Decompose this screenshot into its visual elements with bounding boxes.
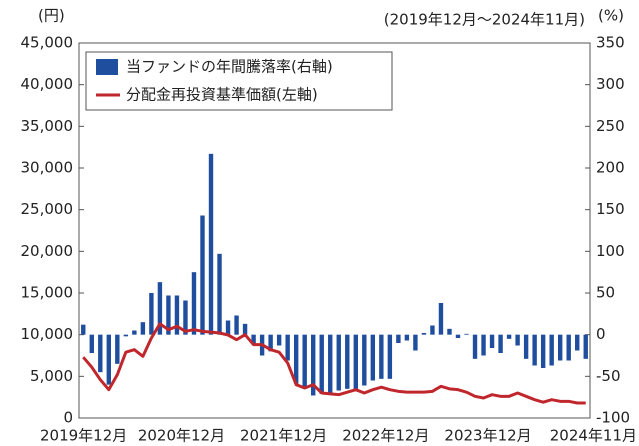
bar <box>106 334 112 385</box>
y2-tick-label: -50 <box>596 367 621 385</box>
x-tick-label: 2020年12月 <box>138 427 225 445</box>
y-tick-label: 35,000 <box>21 117 74 135</box>
bar <box>242 323 248 335</box>
bar <box>123 334 129 337</box>
y-tick-label: 5,000 <box>30 367 73 385</box>
y2-tick-label: 150 <box>596 200 625 218</box>
bar <box>200 215 205 335</box>
bar <box>430 325 435 335</box>
y2-tick-label: 300 <box>596 75 625 93</box>
bar <box>464 333 469 335</box>
x-tick-label: 2023年12月 <box>444 427 531 445</box>
bar <box>438 303 444 335</box>
bar <box>421 333 427 335</box>
bar <box>293 334 299 384</box>
bar <box>89 334 94 353</box>
bar <box>183 300 188 335</box>
y-tick-label: 45,000 <box>21 34 74 52</box>
bar <box>81 324 86 335</box>
bar <box>413 334 418 351</box>
bar <box>515 334 520 346</box>
plot-frame <box>78 42 591 419</box>
y2-tick-label: 0 <box>596 325 606 343</box>
y-tick-label: 20,000 <box>21 242 74 260</box>
bar <box>328 334 333 394</box>
bar <box>489 334 495 348</box>
bar <box>472 334 478 359</box>
legend-label: 当ファンドの年間騰落率(右軸) <box>126 58 333 76</box>
bar <box>208 153 214 335</box>
bar <box>225 320 231 335</box>
bar <box>174 295 180 335</box>
bar <box>191 272 197 335</box>
subtitle: (2019年12月～2024年11月) <box>384 11 585 29</box>
bar <box>506 334 512 339</box>
bar <box>557 334 563 361</box>
bar <box>115 334 120 364</box>
y-tick-label: 0 <box>63 409 73 427</box>
bar <box>498 334 503 353</box>
bar <box>447 328 452 335</box>
bar <box>387 334 393 379</box>
bar <box>319 334 324 394</box>
bar <box>379 334 384 379</box>
bar <box>217 253 222 335</box>
bar <box>251 334 256 345</box>
line <box>82 322 586 405</box>
y-tick-label: 25,000 <box>21 200 74 218</box>
y-tick-label: 10,000 <box>21 325 74 343</box>
bar <box>353 334 358 391</box>
bar <box>285 334 290 361</box>
bar <box>157 282 163 335</box>
bar <box>566 334 571 361</box>
x-tick-label: 2022年12月 <box>342 427 429 445</box>
bar <box>234 315 239 335</box>
bar <box>455 334 461 338</box>
bar <box>336 334 341 391</box>
y-axis-label: (円) <box>38 7 65 25</box>
y2-tick-label: 350 <box>596 34 625 52</box>
bar <box>396 334 401 343</box>
bar <box>276 334 282 346</box>
bar <box>575 334 580 351</box>
bar <box>532 334 537 366</box>
bar <box>345 334 350 389</box>
bar <box>149 293 154 335</box>
y2-tick-label: -100 <box>596 409 630 427</box>
y2-tick-label: 250 <box>596 117 625 135</box>
y-tick-label: 30,000 <box>21 159 74 177</box>
bar <box>311 334 316 396</box>
y-tick-label: 15,000 <box>21 284 74 302</box>
bar <box>481 334 486 356</box>
legend-swatch <box>96 59 118 75</box>
bar <box>166 295 171 335</box>
y2-axis-label: (%) <box>598 7 624 25</box>
bar <box>302 334 307 389</box>
y2-tick-label: 200 <box>596 159 625 177</box>
bar <box>540 334 546 368</box>
x-tick-label: 2021年12月 <box>240 427 327 445</box>
bar <box>362 334 367 386</box>
bar <box>268 334 273 352</box>
bar <box>549 334 554 366</box>
legend-label: 分配金再投資基準価額(左軸) <box>126 86 318 104</box>
bar <box>583 334 588 359</box>
legend-box <box>85 51 393 111</box>
bar <box>98 334 103 373</box>
bar <box>132 330 137 335</box>
x-tick-label: 2024年11月 <box>550 427 637 445</box>
x-tick-label: 2019年12月 <box>40 427 127 445</box>
bar <box>370 334 376 381</box>
y2-tick-label: 50 <box>596 284 615 302</box>
bar <box>140 322 146 335</box>
y-tick-label: 40,000 <box>21 75 74 93</box>
bar <box>523 334 529 359</box>
y2-tick-label: 100 <box>596 242 625 260</box>
bar <box>404 334 410 341</box>
